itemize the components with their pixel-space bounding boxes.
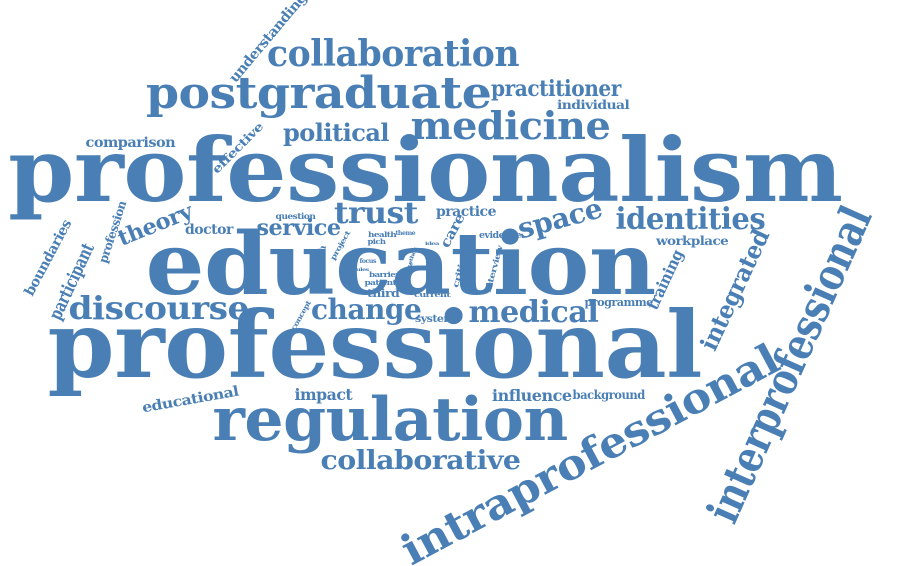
word-comparison: comparison [85,135,175,151]
word-influence: influence [492,386,572,405]
word-professionalism: professionalism [7,118,843,222]
word-pich: pich [367,236,385,246]
word-collaborative: collaborative [319,446,520,476]
word-patient: patient [364,277,396,287]
word-collaboration: collaboration [266,33,520,75]
word-trust: trust [334,196,418,231]
word-political: political [283,118,390,147]
word-doctor: doctor [185,222,233,238]
word-theme: theme [395,230,415,237]
word-third: third [366,286,400,300]
word-background: background [572,388,645,402]
word-education: education [145,214,656,315]
word-current: current [413,289,451,299]
word-focus: focus [358,258,376,265]
word-evidence: evidence [478,230,522,241]
word-barrier: barrier [368,269,400,279]
word-change: change [311,293,422,326]
word-programme: programme [583,295,653,309]
word-system: system [415,314,455,325]
word-postgraduate: postgraduate [145,68,491,119]
word-individual: individual [556,98,630,112]
word-impact: impact [293,385,352,404]
word-service: service [256,215,341,241]
word-regulation: regulation [212,385,568,455]
word-idea: idea [425,240,439,247]
word-identities: identities [614,202,765,237]
word-medicine: medicine [410,103,610,148]
word-medical: medical [467,295,598,330]
word-workplace: workplace [655,234,729,248]
word-practitioner: practitioner [491,76,621,102]
word-discourse: discourse [67,289,249,327]
word-professional: professional [47,291,703,399]
word-practice: practice [436,204,496,220]
word-rules: rules [353,266,369,273]
word-question: question [275,211,315,221]
word-health: health [367,229,397,239]
